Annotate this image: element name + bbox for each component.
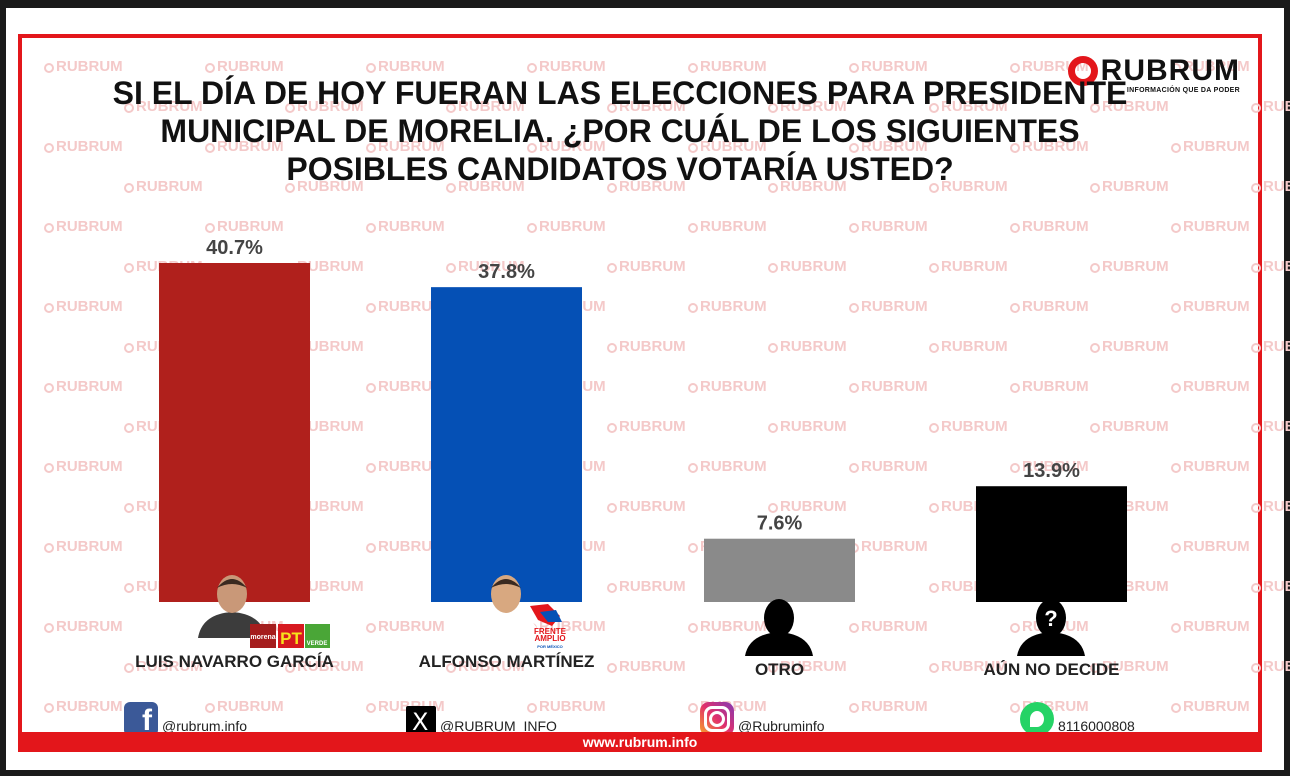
instagram-icon [700,702,734,736]
morena-logo-text: morena [250,634,275,641]
verde-logo [305,624,330,648]
instagram-handle[interactable]: @Rubruminfo [700,702,825,736]
pt-logo [278,624,304,648]
verde-logo-text: VERDE [307,641,328,647]
morena-logo [250,624,276,648]
whatsapp-number[interactable]: 8116000808 [1020,702,1135,736]
bar-4 [976,486,1127,602]
facebook-handle-text: @rubrum.info [162,718,248,734]
instagram-handle-text: @Rubruminfo [738,718,825,734]
x-handle-text: @RUBRUM_INFO [440,718,557,734]
bar-1 [159,263,310,602]
title-line-1: SI EL DÍA DE HOY FUERAN LAS ELECCIONES P… [112,75,1128,111]
undecided-silhouette-icon-body [1017,632,1085,656]
whatsapp-icon [1020,702,1054,736]
whatsapp-number-text: 8116000808 [1058,718,1135,734]
value-label-4: 13.9% [1023,460,1080,482]
frente-logo-text-3: POR MÉXICO [537,644,563,649]
frente-map-accent [540,610,562,622]
title-line-3: POSIBLES CANDIDATOS VOTARÍA USTED? [286,151,954,187]
brand-tagline: INFORMACIÓN QUE DA PODER [1126,87,1240,94]
undecided-silhouette-icon-question-mark: ? [1044,606,1057,631]
otro-silhouette-icon-body [745,632,813,656]
bar-2 [431,287,582,602]
otro-silhouette-icon-head [764,599,794,637]
brand-ring-icon [1067,56,1098,86]
website-url[interactable]: www.rubrum.info [18,732,1262,752]
facebook-icon [124,702,158,738]
brand-logo: RUBRUM INFORMACIÓN QUE DA PODER [1067,54,1240,94]
category-label-3: OTRO [755,660,804,679]
brand-name: RUBRUM [1100,54,1240,87]
frente-logo-text-1: FRENTE [534,627,567,636]
category-label-1: LUIS NAVARRO GARCÍA [135,652,334,671]
undecided-silhouette-icon-head [1036,599,1066,637]
category-label-2: ALFONSO MARTÍNEZ [419,652,595,671]
pt-logo-text: PT [280,629,302,648]
frente-logo-text-2: AMPLIO [534,634,565,643]
x-handle[interactable]: @RUBRUM_INFO [406,706,557,736]
candidate-2-photo [472,575,540,638]
value-label-2: 37.8% [478,261,535,283]
facebook-handle[interactable]: @rubrum.info [124,702,248,738]
candidate-1-photo [198,575,266,638]
x-icon [406,706,436,736]
value-label-1: 40.7% [206,237,263,259]
bar-3 [704,538,855,602]
chart-title: SI EL DÍA DE HOY FUERAN LAS ELECCIONES P… [80,74,1160,188]
value-label-3: 7.6% [757,513,803,535]
category-label-4: AÚN NO DECIDE [983,660,1119,679]
title-line-2: MUNICIPAL DE MORELIA. ¿POR CUÁL DE LOS S… [160,113,1080,149]
